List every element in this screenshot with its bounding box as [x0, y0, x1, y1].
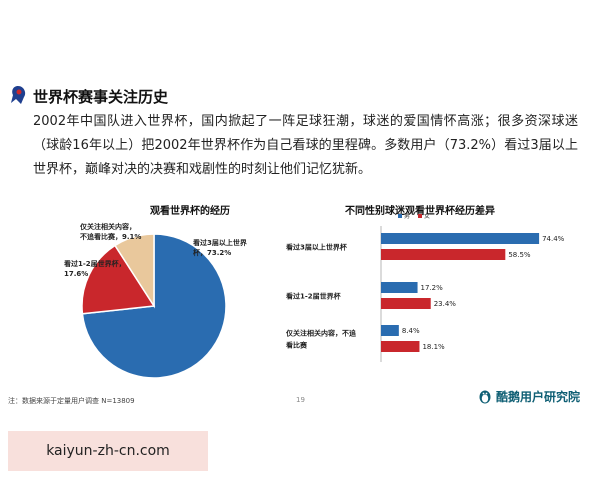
bar-value-label: 18.1% [422, 343, 445, 351]
pie-slice-label: 看过3届以上世界杯，73.2% [193, 238, 248, 257]
bar-value-label: 74.4% [542, 235, 565, 243]
footnote: 注：数据来源于定量用户调查 N=13809 [8, 397, 135, 405]
bar [381, 341, 420, 352]
bar-category-label: 看过3届以上世界杯 [286, 243, 348, 252]
pie-slice-label: 仅关注相关内容，不追看比赛，9.1% [79, 222, 141, 241]
bar-value-label: 17.2% [421, 284, 444, 292]
bar-category-label: 仅关注相关内容，不追看比赛 [285, 329, 357, 350]
brand-name: 酷鹅用户研究院 [496, 389, 581, 404]
penguin-icon [479, 390, 491, 404]
watermark-url: kaiyun-zh-cn.com [8, 431, 208, 471]
bar [381, 249, 506, 260]
bar-legend: 男女 [398, 212, 430, 220]
bar-value-label: 8.4% [402, 327, 420, 335]
bar [381, 325, 399, 336]
pie-slice [81, 244, 156, 315]
bar [381, 298, 431, 309]
bar-value-label: 23.4% [434, 300, 457, 308]
bar-value-label: 58.5% [508, 251, 531, 259]
legend-label: 女 [424, 212, 430, 220]
bar-chart-title: 不同性别球迷观看世界杯经历差异 [345, 206, 495, 217]
bar [381, 282, 418, 293]
legend-swatch [418, 214, 422, 218]
pie-slice [113, 233, 155, 309]
pie-slice-label: 看过1-2届世界杯， 17.6% [64, 259, 126, 278]
intro-paragraph: 2002年中国队进入世界杯，国内掀起了一阵足球狂潮，球迷的爱国情怀高涨；很多资深… [33, 114, 578, 177]
logo-icon [11, 86, 26, 104]
bar-category-label: 看过1-2届世界杯 [286, 292, 342, 301]
legend-swatch [398, 214, 402, 218]
section-title: 世界杯赛事关注历史 [33, 88, 169, 106]
bar [381, 233, 540, 244]
legend-label: 男 [404, 213, 410, 220]
pie-chart-title: 观看世界杯的经历 [150, 206, 230, 217]
page-number: 19 [296, 396, 305, 404]
brand-logo: 酷鹅用户研究院 [478, 387, 580, 405]
